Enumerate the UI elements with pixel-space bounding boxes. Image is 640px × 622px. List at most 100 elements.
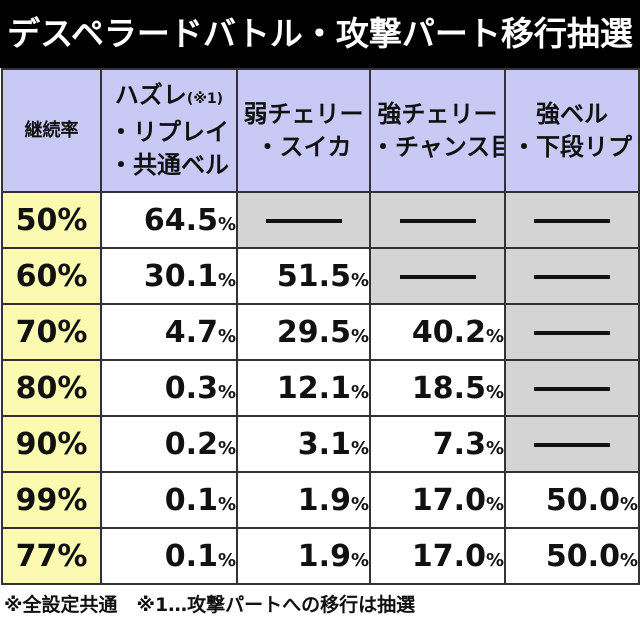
probability-cell: 50.0%	[504, 527, 640, 585]
probability-table: 継続率 ハズレ(※1) ・リプレイ ・共通ベル 弱チェリー ・スイカ 強チェリー…	[1, 68, 640, 585]
probability-value: 18.5	[411, 370, 486, 406]
table-row: 99% 0.1% 1.9% 17.0% 50.0%	[1, 471, 640, 529]
table-row: 60% 30.1% 51.5%	[1, 247, 640, 305]
continuation-rate-cell: 50%	[1, 191, 102, 249]
probability-cell: 12.1%	[236, 359, 371, 417]
probability-value: 40.2	[411, 314, 486, 350]
col-header-line: ・チャンス目	[371, 132, 505, 161]
continuation-rate-cell: 99%	[1, 471, 102, 529]
dash-icon	[265, 219, 342, 223]
percent-sign: %	[217, 381, 236, 403]
percent-sign: %	[217, 325, 236, 347]
probability-cell: 0.1%	[100, 471, 238, 529]
col-header-weak-cherry: 弱チェリー ・スイカ	[236, 68, 371, 193]
probability-cell: 18.5%	[369, 359, 506, 417]
col-header-strong-cherry: 強チェリー ・チャンス目	[369, 68, 506, 193]
header-row: 継続率 ハズレ(※1) ・リプレイ ・共通ベル 弱チェリー ・スイカ 強チェリー…	[1, 68, 640, 193]
percent-sign: %	[217, 549, 236, 571]
probability-value: 17.0	[411, 482, 486, 518]
not-applicable-cell	[369, 247, 506, 305]
percent-sign: %	[619, 549, 638, 571]
probability-value: 12.1	[276, 370, 351, 406]
col-header-line: 強チェリー	[377, 99, 498, 128]
corner-header: 継続率	[1, 68, 102, 193]
continuation-rate-cell: 77%	[1, 527, 102, 585]
dash-icon	[399, 219, 476, 223]
page-title: デスペラードバトル・攻撃パート移行抽選	[0, 0, 640, 68]
probability-value: 0.3	[164, 370, 218, 406]
probability-cell: 0.1%	[100, 527, 238, 585]
percent-sign: %	[350, 381, 369, 403]
not-applicable-cell	[504, 415, 640, 473]
probability-cell: 4.7%	[100, 303, 238, 361]
percent-sign: %	[350, 493, 369, 515]
percent-sign: %	[217, 269, 236, 291]
dash-icon	[534, 219, 610, 223]
dash-icon	[534, 275, 610, 279]
col-header-line: 弱チェリー	[243, 99, 364, 128]
dash-icon	[534, 387, 610, 391]
probability-value: 17.0	[411, 538, 486, 574]
col-header-line: ハズレ	[114, 81, 187, 109]
continuation-rate-cell: 90%	[1, 415, 102, 473]
probability-cell: 1.9%	[236, 527, 371, 585]
probability-value: 50.0	[545, 538, 620, 574]
col-header-line: ・リプレイ	[109, 118, 229, 146]
probability-cell: 40.2%	[369, 303, 506, 361]
percent-sign: %	[350, 325, 369, 347]
table-body: 50% 64.5% 60% 30.1% 51.5% 70% 4.7% 29.5% 40.2% 80…	[1, 191, 640, 585]
percent-sign: %	[350, 269, 369, 291]
percent-sign: %	[485, 437, 504, 459]
probability-value: 7.3	[432, 426, 486, 462]
percent-sign: %	[485, 325, 504, 347]
not-applicable-cell	[504, 247, 640, 305]
not-applicable-cell	[504, 359, 640, 417]
percent-sign: %	[217, 213, 236, 235]
col-header-strong-bell: 強ベル ・下段リプ	[504, 68, 640, 193]
probability-cell: 50.0%	[504, 471, 640, 529]
table-row: 50% 64.5%	[1, 191, 640, 249]
probability-cell: 7.3%	[369, 415, 506, 473]
dash-icon	[399, 275, 476, 279]
probability-value: 3.1	[297, 426, 351, 462]
col-header-line: ・下段リプ	[512, 132, 632, 161]
probability-cell: 17.0%	[369, 471, 506, 529]
not-applicable-cell	[504, 303, 640, 361]
probability-cell: 17.0%	[369, 527, 506, 585]
probability-value: 0.1	[164, 482, 218, 518]
percent-sign: %	[350, 549, 369, 571]
probability-value: 4.7	[164, 314, 218, 350]
percent-sign: %	[217, 493, 236, 515]
table-row: 77% 0.1% 1.9% 17.0% 50.0%	[1, 527, 640, 585]
col-header-hazure: ハズレ(※1) ・リプレイ ・共通ベル	[100, 68, 238, 193]
percent-sign: %	[217, 437, 236, 459]
percent-sign: %	[485, 549, 504, 571]
not-applicable-cell	[369, 191, 506, 249]
probability-value: 0.2	[164, 426, 218, 462]
probability-cell: 0.3%	[100, 359, 238, 417]
percent-sign: %	[619, 493, 638, 515]
table-row: 90% 0.2% 3.1% 7.3%	[1, 415, 640, 473]
continuation-rate-cell: 70%	[1, 303, 102, 361]
probability-cell: 29.5%	[236, 303, 371, 361]
table-row: 80% 0.3% 12.1% 18.5%	[1, 359, 640, 417]
not-applicable-cell	[504, 191, 640, 249]
probability-cell: 30.1%	[100, 247, 238, 305]
continuation-rate-cell: 60%	[1, 247, 102, 305]
footnote: ※全設定共通 ※1…攻撃パートへの移行は抽選	[4, 594, 416, 616]
probability-value: 50.0	[545, 482, 620, 518]
probability-cell: 0.2%	[100, 415, 238, 473]
probability-cell: 1.9%	[236, 471, 371, 529]
probability-cell: 3.1%	[236, 415, 371, 473]
col-header-line: 強ベル	[536, 99, 608, 128]
probability-value: 30.1	[143, 258, 218, 294]
probability-cell: 64.5%	[100, 191, 238, 249]
dash-icon	[534, 331, 610, 335]
percent-sign: %	[485, 493, 504, 515]
probability-value: 29.5	[276, 314, 351, 350]
probability-value: 64.5	[143, 202, 218, 238]
dash-icon	[534, 443, 610, 447]
probability-cell: 51.5%	[236, 247, 371, 305]
percent-sign: %	[485, 381, 504, 403]
table-row: 70% 4.7% 29.5% 40.2%	[1, 303, 640, 361]
